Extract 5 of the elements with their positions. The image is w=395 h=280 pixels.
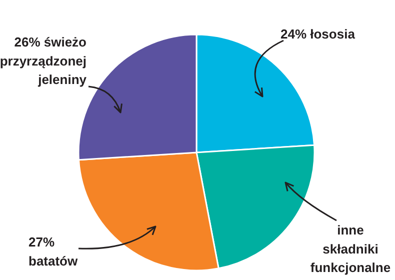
data-label: 27%: [28, 234, 55, 250]
slice-label: inne składniki funkcjonalne: [310, 222, 391, 275]
slice-label: batatów: [28, 253, 78, 268]
slice-label: 26% świeżo przyrządzonej jeleniny: [0, 34, 88, 87]
slice-label: 24% łososia: [280, 26, 356, 42]
